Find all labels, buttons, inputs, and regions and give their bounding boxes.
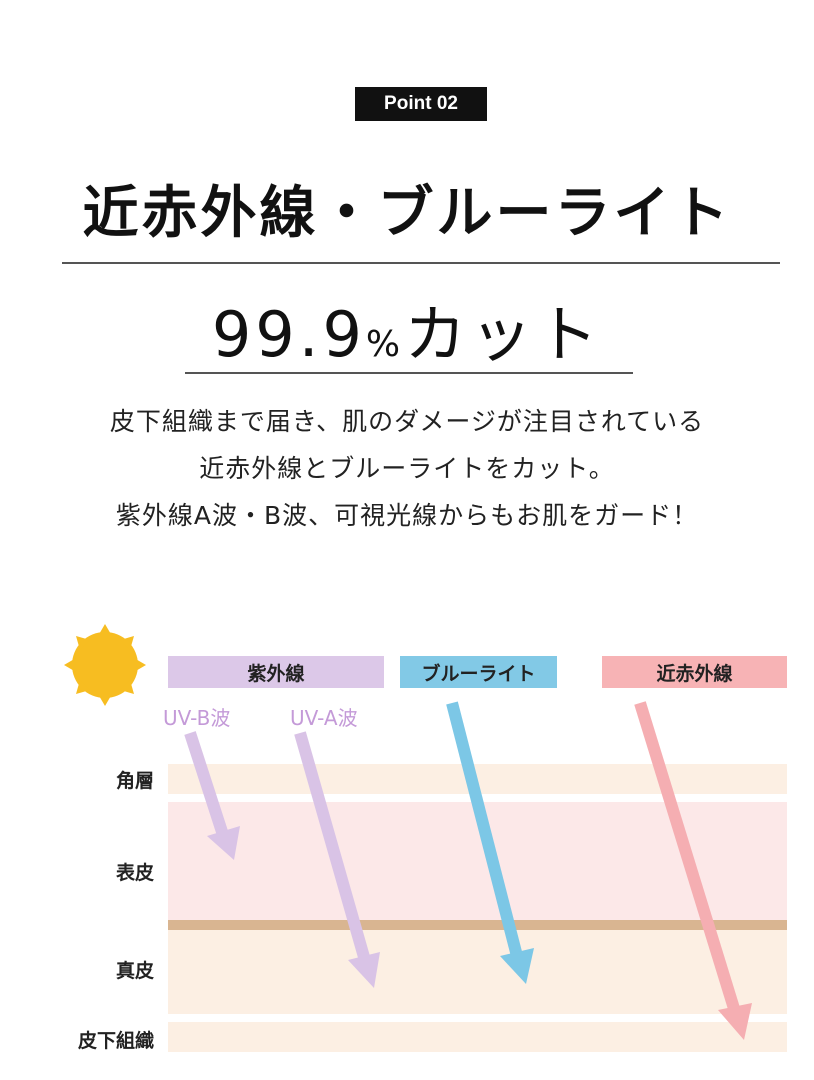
bluelight-arrow [446, 701, 524, 962]
ray-label-nir: 近赤外線 [602, 656, 787, 688]
uva-arrow-head [348, 952, 380, 988]
headline-divider [185, 372, 633, 374]
layer-label-subcutis: 皮下組織 [77, 1030, 154, 1052]
wave-label-uvb: UV-B波 [163, 706, 231, 730]
ray-label-uv: 紫外線 [168, 656, 384, 688]
bluelight-arrow-head [500, 948, 534, 984]
description-line: 紫外線A波・B波、可視光線からもお肌をガード！ [115, 501, 699, 530]
nir-arrow-head [718, 1003, 752, 1040]
uvb-arrow [184, 731, 230, 840]
layer-label-epidermis: 表皮 [115, 862, 154, 884]
uva-arrow [294, 731, 372, 966]
layer-dermis [168, 930, 787, 1014]
nir-arrow [634, 701, 742, 1017]
wave-label-uva: UV-A波 [290, 706, 358, 730]
layer-boundary [168, 920, 787, 930]
uvb-arrow-head [207, 826, 240, 860]
description: 皮下組織まで届き、肌のダメージが注目されている 近赤外線とブルーライトをカット。… [0, 398, 814, 539]
layer-label-dermis: 真皮 [115, 960, 154, 982]
cut-text: カット [404, 298, 603, 371]
point-badge: Point 02 [355, 87, 487, 121]
description-line: 近赤外線とブルーライトをカット。 [199, 454, 615, 483]
sun-icon [64, 624, 146, 706]
description-line: 皮下組織まで届き、肌のダメージが注目されている [109, 407, 705, 436]
layer-subcutis [168, 1022, 787, 1052]
cut-number: 99.9 [211, 298, 366, 371]
cut-percent: % [365, 324, 405, 365]
cut-headline: 99.9%カット [0, 284, 814, 374]
ray-label-bluelight: ブルーライト [400, 656, 557, 688]
title-divider [62, 262, 780, 264]
layer-label-horny: 角層 [115, 770, 154, 792]
page-title: 近赤外線・ブルーライト [82, 181, 732, 246]
